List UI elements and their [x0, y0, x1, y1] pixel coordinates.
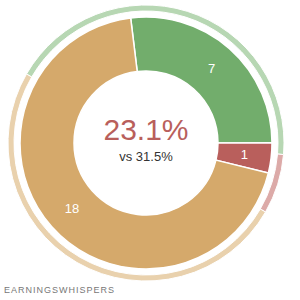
- html-text:EARNINGSWHISPERS: EARNINGSWHISPERS: [4, 285, 115, 295]
- svg-text:7: 7: [208, 61, 215, 76]
- svg-text:1: 1: [241, 147, 248, 162]
- svg-text:18: 18: [65, 201, 79, 216]
- html-text:vs 31.5%: vs 31.5%: [119, 149, 173, 164]
- html-text:23.1%: 23.1%: [103, 113, 189, 146]
